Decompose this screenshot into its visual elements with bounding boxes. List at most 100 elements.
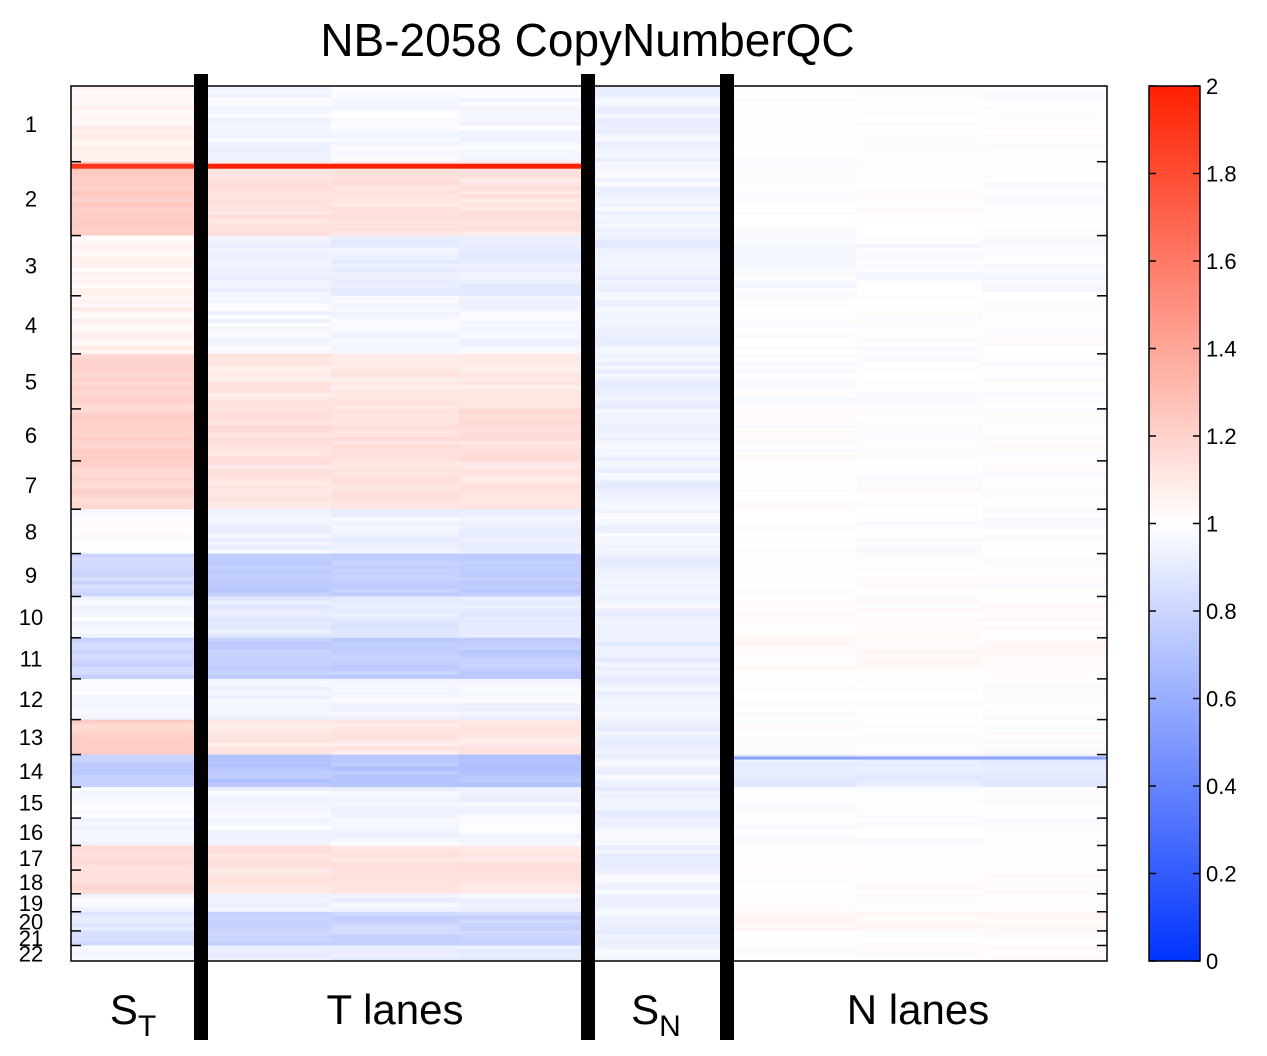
heatmap-cell [857,549,982,555]
heatmap-cell [201,691,331,696]
heatmap-cell [201,695,331,700]
heatmap-cell [857,436,982,442]
heatmap-cell [727,202,857,208]
heatmap-cell [459,485,588,490]
row-label: 18 [19,870,43,895]
heatmap-cell [331,476,459,482]
heatmap-cell [71,206,201,212]
heatmap-cell [459,481,588,486]
heatmap-cell [201,215,331,220]
heatmap-cell [459,125,588,131]
heatmap-cell [857,251,982,257]
heatmap-cell [71,569,201,574]
heatmap-cell [201,949,331,954]
colorbar-ticks: 00.20.40.60.811.21.41.61.82 [1149,74,1237,974]
heatmap-cell [201,178,331,183]
heatmap-cell [588,206,727,212]
heatmap-cell [71,735,201,740]
heatmap-cell [459,505,588,510]
heatmap-cell [588,569,727,574]
heatmap-cell [201,549,331,555]
heatmap-cell [71,468,201,474]
heatmap-cell [459,153,588,159]
heatmap-cell [982,553,1107,559]
heatmap-cell [857,806,982,811]
heatmap-cell [588,902,727,908]
heatmap-cell [331,584,459,590]
heatmap-cell [201,408,331,414]
heatmap-cell [982,357,1107,363]
heatmap-cell [331,829,459,835]
heatmap-cell [331,157,459,163]
heatmap-cell [727,604,857,610]
heatmap-cell [331,481,459,486]
heatmap-cell [331,794,459,800]
heatmap-cell [201,412,331,418]
heatmap-cell [331,907,459,913]
heatmap-cell [201,157,331,163]
heatmap-cell [71,762,201,768]
heatmap-cell [331,949,459,954]
heatmap-cell [331,682,459,688]
heatmap-cell [459,670,588,676]
heatmap-cell [982,481,1107,486]
heatmap-cell [588,849,727,855]
heatmap-cell [201,299,331,305]
heatmap-cell [331,141,459,147]
heatmap-cell [71,674,201,680]
heatmap-cell [331,291,459,297]
heatmap-cell [71,576,201,582]
heatmap-cell [588,365,727,371]
heatmap-cell [588,109,727,115]
heatmap-cell [588,865,727,871]
heatmap-cell [71,428,201,434]
heatmap-cell [201,436,331,442]
heatmap-cell [857,404,982,410]
heatmap-cell [71,945,201,950]
heatmap-cell [331,416,459,422]
heatmap-cell [727,923,857,928]
heatmap-cell [71,485,201,490]
heatmap-cell [71,259,201,265]
heatmap-cell [71,853,201,859]
heatmap-cell [588,295,727,301]
heatmap-cell [331,373,459,379]
heatmap-cell [201,202,331,208]
heatmap-cell [331,235,459,241]
heatmap-cell [201,505,331,510]
heatmap-cell [331,125,459,131]
heatmap-cell [459,432,588,438]
heatmap-cell [588,841,727,847]
heatmap-cell [727,633,857,639]
heatmap-cell [982,687,1107,692]
heatmap-cell [982,833,1107,839]
heatmap-cell [71,739,201,744]
heatmap-cell [982,825,1107,831]
heatmap-cell [857,255,982,261]
heatmap-cell [727,404,857,410]
heatmap-cell [459,930,588,936]
heatmap-cell [459,137,588,143]
heatmap-cell [71,953,201,958]
heatmap-cell [727,101,857,107]
heatmap-cell [727,346,857,351]
heatmap-cell [459,239,588,245]
heatmap-cell [982,157,1107,163]
heatmap-cell [727,141,857,147]
heatmap-cell [331,349,459,355]
heatmap-cell [727,746,857,752]
heatmap-cell [331,798,459,804]
heatmap-cell [459,865,588,871]
heatmap-cell [201,818,331,823]
heatmap-cell [727,814,857,819]
heatmap-cell [459,397,588,402]
heatmap-cell [201,746,331,752]
heatmap-cell [201,810,331,815]
heatmap-cell [588,381,727,386]
heatmap-cell [588,412,727,418]
heatmap-cell [71,109,201,115]
heatmap-cell [857,198,982,204]
colorbar-tick-label: 1 [1206,512,1218,537]
heatmap-cell [588,923,727,928]
heatmap-cell [331,210,459,216]
